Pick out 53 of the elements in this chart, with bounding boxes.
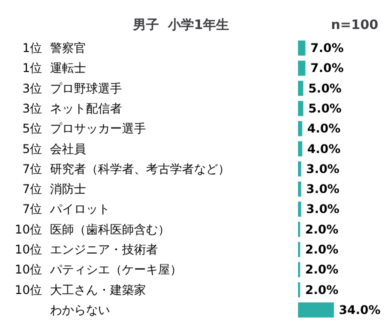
text: 10位: [14, 222, 42, 236]
y-tick-label: わからない: [50, 302, 110, 317]
y-tick-label: 警察官: [50, 41, 86, 56]
y-tick-label: ネット配信者: [50, 102, 122, 116]
y-tick-label: 会社員: [50, 142, 86, 156]
y-tick-label: 研究者（科学者、考古学者など）: [50, 162, 230, 176]
text: 1位: [22, 41, 42, 56]
text: 3位: [22, 102, 42, 116]
data-label: 3.0%: [306, 182, 340, 196]
data-label: 4.0%: [307, 122, 341, 136]
data-label: 3.0%: [306, 202, 340, 216]
data-label: 2.0%: [305, 262, 338, 277]
data-label: 2.0%: [305, 242, 338, 256]
bar: [298, 141, 302, 156]
bar: [298, 302, 334, 318]
text: 7位: [22, 162, 42, 176]
chart-subtitle: n=100: [331, 18, 378, 33]
text: 5位: [22, 122, 42, 136]
y-tick-label: 大工さん・建築家: [50, 282, 146, 297]
bar: [298, 80, 304, 96]
text: 7位: [22, 202, 42, 216]
bar: [298, 60, 306, 76]
text: 5位: [22, 142, 42, 156]
data-label: 34.0%: [338, 302, 381, 317]
text: 1位: [22, 61, 42, 76]
text: 7位: [22, 182, 42, 196]
data-label: 2.0%: [305, 222, 338, 236]
y-tick-label: 医師（歯科医師含む）: [50, 222, 170, 236]
bar: [298, 161, 302, 176]
data-label: 5.0%: [308, 81, 342, 96]
data-label: 7.0%: [310, 41, 344, 56]
bar: [298, 40, 306, 56]
y-tick-label: エンジニア・技術者: [50, 242, 158, 256]
y-tick-label: プロサッカー選手: [50, 122, 146, 136]
bar: [298, 100, 304, 116]
text: 3位: [22, 81, 42, 96]
data-label: 4.0%: [307, 142, 341, 156]
bar: [298, 202, 302, 217]
text: 10位: [14, 242, 42, 256]
y-tick-label: パイロット: [49, 202, 110, 216]
bar: [298, 182, 302, 197]
y-tick-label: 消防士: [50, 182, 86, 196]
text: 10位: [14, 282, 42, 297]
data-label: 2.0%: [305, 282, 338, 297]
text: 10位: [14, 262, 42, 277]
data-label: 3.0%: [306, 162, 340, 176]
y-tick-label: 運転士: [50, 61, 86, 76]
data-label: 7.0%: [310, 61, 344, 76]
y-tick-label: パティシエ（ケーキ屋）: [49, 262, 182, 277]
bar: [298, 121, 302, 136]
text: 男子 小学1年生: [132, 18, 230, 33]
y-tick-label: プロ野球選手: [50, 81, 122, 96]
data-label: 5.0%: [308, 102, 342, 116]
